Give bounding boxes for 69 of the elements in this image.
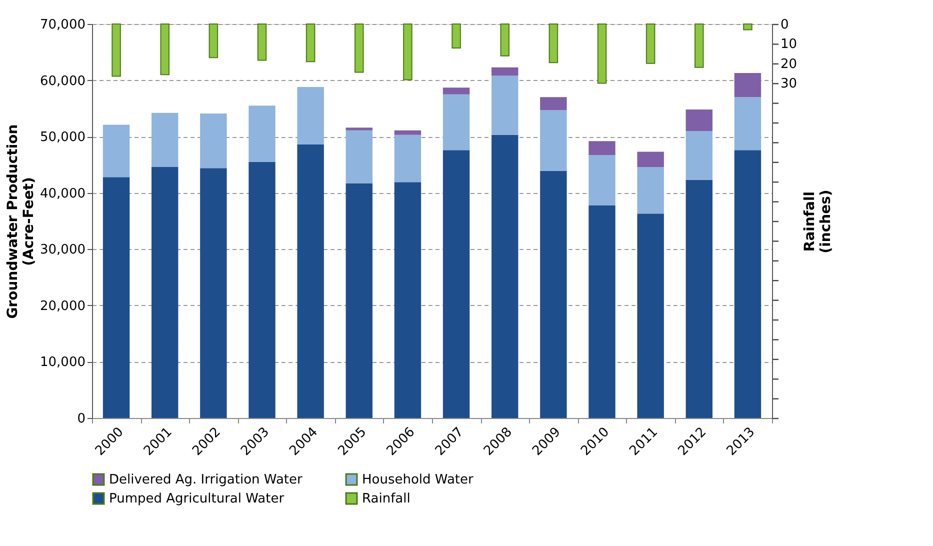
bar bbox=[743, 24, 752, 30]
y-axis-title: Groundwater Production (Acre-Feet) bbox=[5, 124, 38, 319]
bar bbox=[646, 24, 656, 64]
bar bbox=[102, 177, 130, 418]
y2-tick-label: 0 bbox=[780, 18, 789, 32]
bar bbox=[403, 24, 412, 80]
bar bbox=[686, 110, 712, 131]
bar bbox=[597, 24, 607, 84]
y2-tick-label: 10 bbox=[780, 37, 798, 52]
bar bbox=[257, 24, 267, 61]
bar bbox=[588, 141, 616, 156]
y2-axis-title: Rainfall (inches) bbox=[802, 190, 834, 254]
bar bbox=[492, 67, 518, 76]
legend-label: Household Water bbox=[362, 472, 474, 488]
bar bbox=[394, 134, 422, 182]
bar bbox=[540, 97, 567, 110]
y-tick-label: 60,000 bbox=[40, 74, 86, 89]
bar bbox=[297, 144, 324, 418]
bar bbox=[152, 166, 178, 418]
y2-tick-label: 20 bbox=[780, 56, 798, 72]
bar bbox=[160, 24, 170, 76]
bar bbox=[248, 162, 276, 418]
bar bbox=[102, 124, 130, 178]
bar bbox=[152, 112, 178, 167]
legend-label: Rainfall bbox=[362, 492, 410, 506]
bar bbox=[637, 166, 664, 214]
bar bbox=[112, 24, 121, 77]
bar bbox=[346, 130, 372, 184]
legend-label: Delivered Ag. Irrigation Water bbox=[109, 472, 304, 488]
bar bbox=[248, 106, 276, 162]
y-tick-label: 10,000 bbox=[40, 355, 86, 370]
bar bbox=[500, 24, 510, 56]
bar bbox=[208, 24, 218, 58]
bar bbox=[306, 24, 316, 62]
bar bbox=[200, 113, 227, 168]
legend-label: Pumped Agricultural Water bbox=[109, 492, 285, 506]
bar bbox=[442, 150, 470, 418]
y-tick-label: 30,000 bbox=[40, 242, 86, 258]
bar bbox=[540, 110, 567, 171]
bar bbox=[492, 134, 518, 418]
bar bbox=[452, 24, 461, 49]
bar bbox=[637, 214, 664, 418]
bar bbox=[588, 155, 616, 206]
bar bbox=[734, 72, 762, 98]
bar bbox=[346, 128, 372, 130]
bar bbox=[492, 76, 518, 135]
bar bbox=[442, 94, 470, 150]
bar bbox=[734, 150, 762, 418]
y-tick-label: 70,000 bbox=[40, 18, 86, 32]
bar bbox=[394, 130, 422, 135]
bar bbox=[686, 130, 712, 180]
y-tick-label: 40,000 bbox=[40, 186, 86, 202]
bar bbox=[200, 168, 227, 418]
bar bbox=[354, 24, 364, 73]
y-tick-label: 50,000 bbox=[40, 130, 86, 146]
bar bbox=[734, 97, 762, 150]
bar bbox=[346, 183, 372, 418]
bar bbox=[548, 24, 558, 64]
y2-tick-label: 30 bbox=[780, 76, 798, 92]
bar bbox=[297, 87, 324, 144]
bar bbox=[686, 180, 712, 418]
bar bbox=[540, 170, 567, 418]
bar bbox=[442, 88, 470, 94]
bar bbox=[588, 205, 616, 418]
bar bbox=[394, 182, 422, 418]
bar bbox=[637, 152, 664, 167]
y-tick-label: 0 bbox=[77, 412, 86, 426]
bar bbox=[694, 24, 704, 68]
y-tick-label: 20,000 bbox=[40, 298, 86, 314]
